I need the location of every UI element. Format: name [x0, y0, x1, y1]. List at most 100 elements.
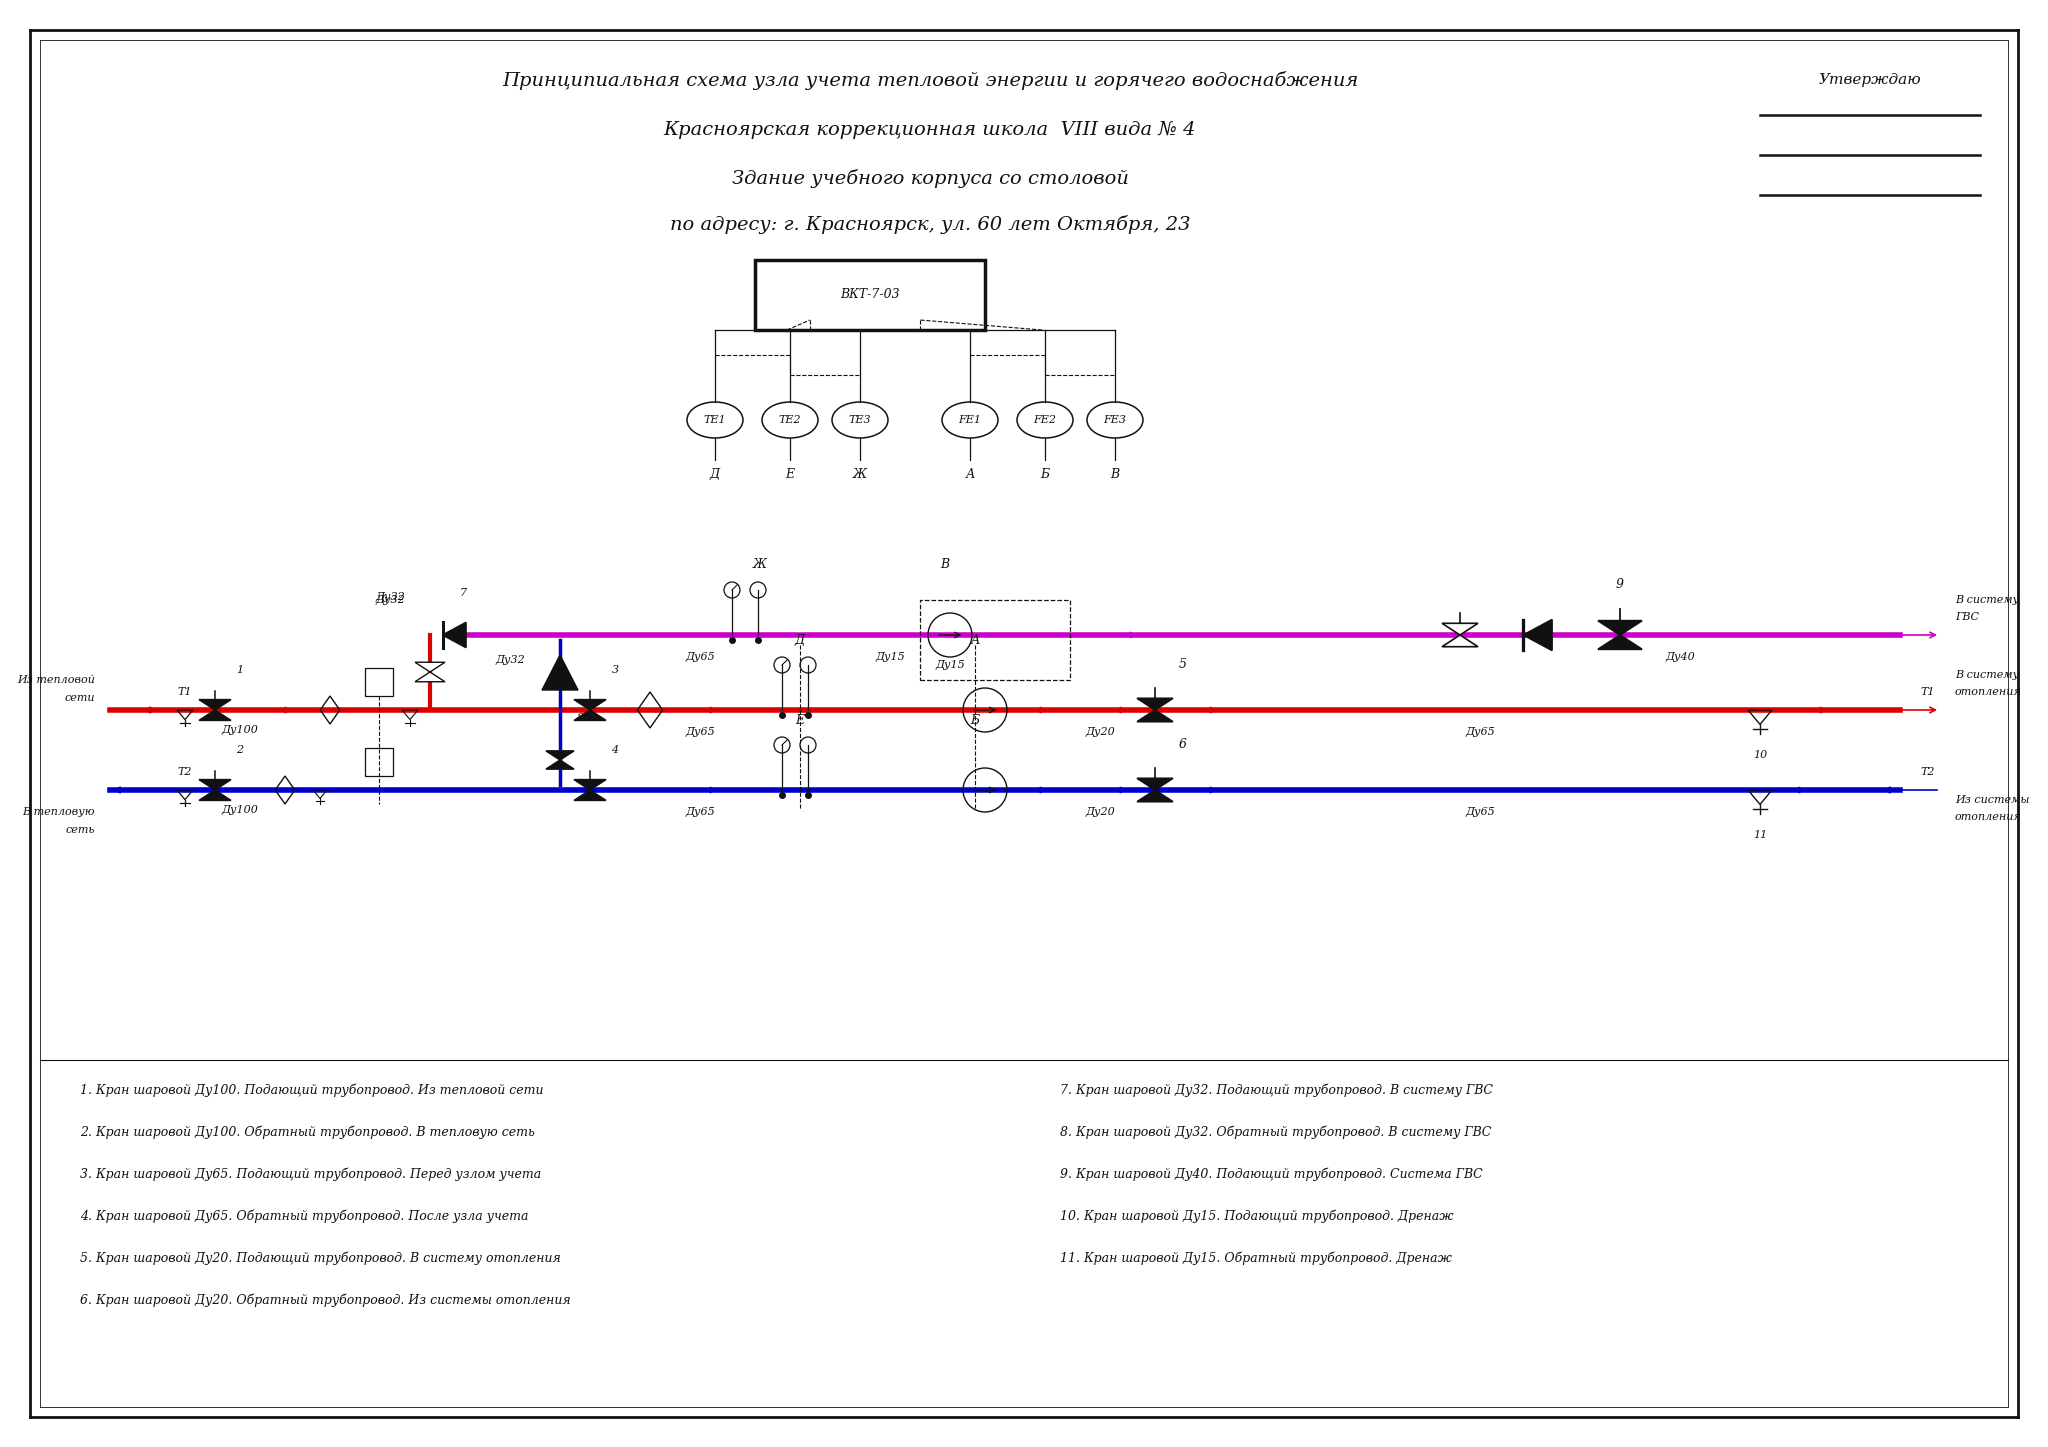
Text: ГВС: ГВС: [1956, 612, 1978, 622]
Polygon shape: [1442, 624, 1479, 635]
Polygon shape: [199, 699, 231, 710]
Polygon shape: [199, 780, 231, 790]
Text: В: В: [1110, 469, 1120, 482]
Text: В: В: [940, 559, 950, 572]
Polygon shape: [1442, 635, 1479, 647]
Text: Б: Б: [971, 713, 979, 726]
Polygon shape: [199, 710, 231, 721]
Polygon shape: [1137, 699, 1174, 710]
Polygon shape: [547, 760, 573, 770]
Text: 9: 9: [1616, 579, 1624, 592]
Bar: [756, 260, 985, 330]
Text: FE3: FE3: [1104, 415, 1126, 425]
Text: 6: 6: [1180, 738, 1188, 751]
Text: Т2: Т2: [1921, 767, 1935, 777]
Text: 7. Кран шаровой Ду32. Подающий трубопровод. В систему ГВС: 7. Кран шаровой Ду32. Подающий трубопров…: [1061, 1084, 1493, 1097]
Text: Утверждаю: Утверждаю: [1819, 72, 1921, 87]
Text: Т1: Т1: [1921, 687, 1935, 697]
Text: 6. Кран шаровой Ду20. Обратный трубопровод. Из системы отопления: 6. Кран шаровой Ду20. Обратный трубопров…: [80, 1294, 571, 1307]
Polygon shape: [1597, 621, 1642, 635]
Polygon shape: [416, 663, 444, 671]
Text: по адресу: г. Красноярск, ул. 60 лет Октября, 23: по адресу: г. Красноярск, ул. 60 лет Окт…: [670, 216, 1190, 234]
Text: Здание учебного корпуса со столовой: Здание учебного корпуса со столовой: [731, 168, 1128, 188]
Polygon shape: [1597, 635, 1642, 650]
Text: Из системы: Из системы: [1956, 794, 2030, 805]
Bar: [365, 669, 393, 696]
Polygon shape: [573, 790, 606, 800]
Polygon shape: [547, 751, 573, 760]
Text: Красноярская коррекционная школа  VIII вида № 4: Красноярская коррекционная школа VIII ви…: [664, 122, 1196, 139]
Text: Принципиальная схема узла учета тепловой энергии и горячего водоснабжения: Принципиальная схема узла учета тепловой…: [502, 71, 1358, 90]
Text: FE1: FE1: [958, 415, 981, 425]
Text: 3: 3: [612, 666, 618, 674]
Text: Ду32: Ду32: [375, 592, 406, 602]
Text: Из тепловой: Из тепловой: [16, 674, 94, 684]
Text: 7: 7: [459, 587, 467, 598]
Text: Ду65: Ду65: [686, 807, 715, 818]
Polygon shape: [573, 780, 606, 790]
Text: сеть: сеть: [66, 825, 94, 835]
Text: 3. Кран шаровой Ду65. Подающий трубопровод. Перед узлом учета: 3. Кран шаровой Ду65. Подающий трубопров…: [80, 1168, 541, 1181]
Bar: [365, 748, 393, 776]
Text: Ду32: Ду32: [496, 655, 524, 666]
Text: Ду32: Ду32: [375, 595, 406, 605]
Text: Ж: Ж: [754, 559, 768, 572]
Text: отопления: отопления: [1956, 812, 2021, 822]
Text: Т1: Т1: [178, 687, 193, 697]
Text: Ду65: Ду65: [686, 653, 715, 661]
Text: 11. Кран шаровой Ду15. Обратный трубопровод. Дренаж: 11. Кран шаровой Ду15. Обратный трубопро…: [1061, 1252, 1452, 1265]
Text: 2. Кран шаровой Ду100. Обратный трубопровод. В тепловую сеть: 2. Кран шаровой Ду100. Обратный трубопро…: [80, 1126, 535, 1139]
Polygon shape: [1137, 778, 1174, 790]
Text: Е: Е: [795, 713, 805, 726]
Text: Д: Д: [711, 469, 721, 482]
Text: Ду65: Ду65: [1464, 807, 1495, 818]
Text: В систему: В систему: [1956, 670, 2019, 680]
Text: 5: 5: [1180, 658, 1188, 671]
Text: В тепловую: В тепловую: [23, 807, 94, 818]
Polygon shape: [573, 710, 606, 721]
Text: 8. Кран шаровой Ду32. Обратный трубопровод. В систему ГВС: 8. Кран шаровой Ду32. Обратный трубопров…: [1061, 1126, 1491, 1139]
Polygon shape: [573, 699, 606, 710]
Polygon shape: [442, 622, 467, 648]
Text: Ду65: Ду65: [1464, 726, 1495, 737]
Text: ТЕ3: ТЕ3: [848, 415, 870, 425]
Text: 8: 8: [575, 713, 584, 724]
Text: Ду100: Ду100: [221, 805, 258, 815]
Text: Ду15: Ду15: [936, 660, 965, 670]
Text: ТЕ2: ТЕ2: [778, 415, 801, 425]
Text: 4. Кран шаровой Ду65. Обратный трубопровод. После узла учета: 4. Кран шаровой Ду65. Обратный трубопров…: [80, 1210, 528, 1223]
Text: 4: 4: [612, 745, 618, 755]
Text: Ду100: Ду100: [221, 725, 258, 735]
Text: Т2: Т2: [178, 767, 193, 777]
Text: 1. Кран шаровой Ду100. Подающий трубопровод. Из тепловой сети: 1. Кран шаровой Ду100. Подающий трубопро…: [80, 1084, 543, 1097]
Polygon shape: [1137, 790, 1174, 802]
Text: 2: 2: [236, 745, 244, 755]
Text: В систему: В систему: [1956, 595, 2019, 605]
Text: Е: Е: [786, 469, 795, 482]
Text: Ду40: Ду40: [1665, 653, 1696, 661]
Text: сети: сети: [63, 693, 94, 703]
Polygon shape: [543, 655, 578, 690]
Text: 1: 1: [236, 666, 244, 674]
Text: 10. Кран шаровой Ду15. Подающий трубопровод. Дренаж: 10. Кран шаровой Ду15. Подающий трубопро…: [1061, 1210, 1454, 1223]
Text: 11: 11: [1753, 831, 1767, 841]
Text: Ду20: Ду20: [1085, 726, 1114, 737]
Polygon shape: [1137, 710, 1174, 722]
Text: А: А: [965, 469, 975, 482]
Text: Ду15: Ду15: [874, 653, 905, 661]
Polygon shape: [1524, 619, 1552, 650]
Text: ТЕ1: ТЕ1: [705, 415, 727, 425]
Polygon shape: [416, 671, 444, 682]
Text: 9. Кран шаровой Ду40. Подающий трубопровод. Система ГВС: 9. Кран шаровой Ду40. Подающий трубопров…: [1061, 1168, 1483, 1181]
Text: отопления: отопления: [1956, 687, 2021, 697]
Bar: [920, 601, 1069, 680]
Text: Б: Б: [1040, 469, 1049, 482]
Text: Ж: Ж: [854, 469, 866, 482]
Text: 5. Кран шаровой Ду20. Подающий трубопровод. В систему отопления: 5. Кран шаровой Ду20. Подающий трубопров…: [80, 1252, 561, 1265]
Text: Ду20: Ду20: [1085, 807, 1114, 818]
Polygon shape: [199, 790, 231, 800]
Text: Д: Д: [795, 634, 805, 647]
Text: Ду65: Ду65: [686, 726, 715, 737]
Text: ВКТ-7-03: ВКТ-7-03: [840, 288, 899, 301]
Text: А: А: [971, 634, 979, 647]
